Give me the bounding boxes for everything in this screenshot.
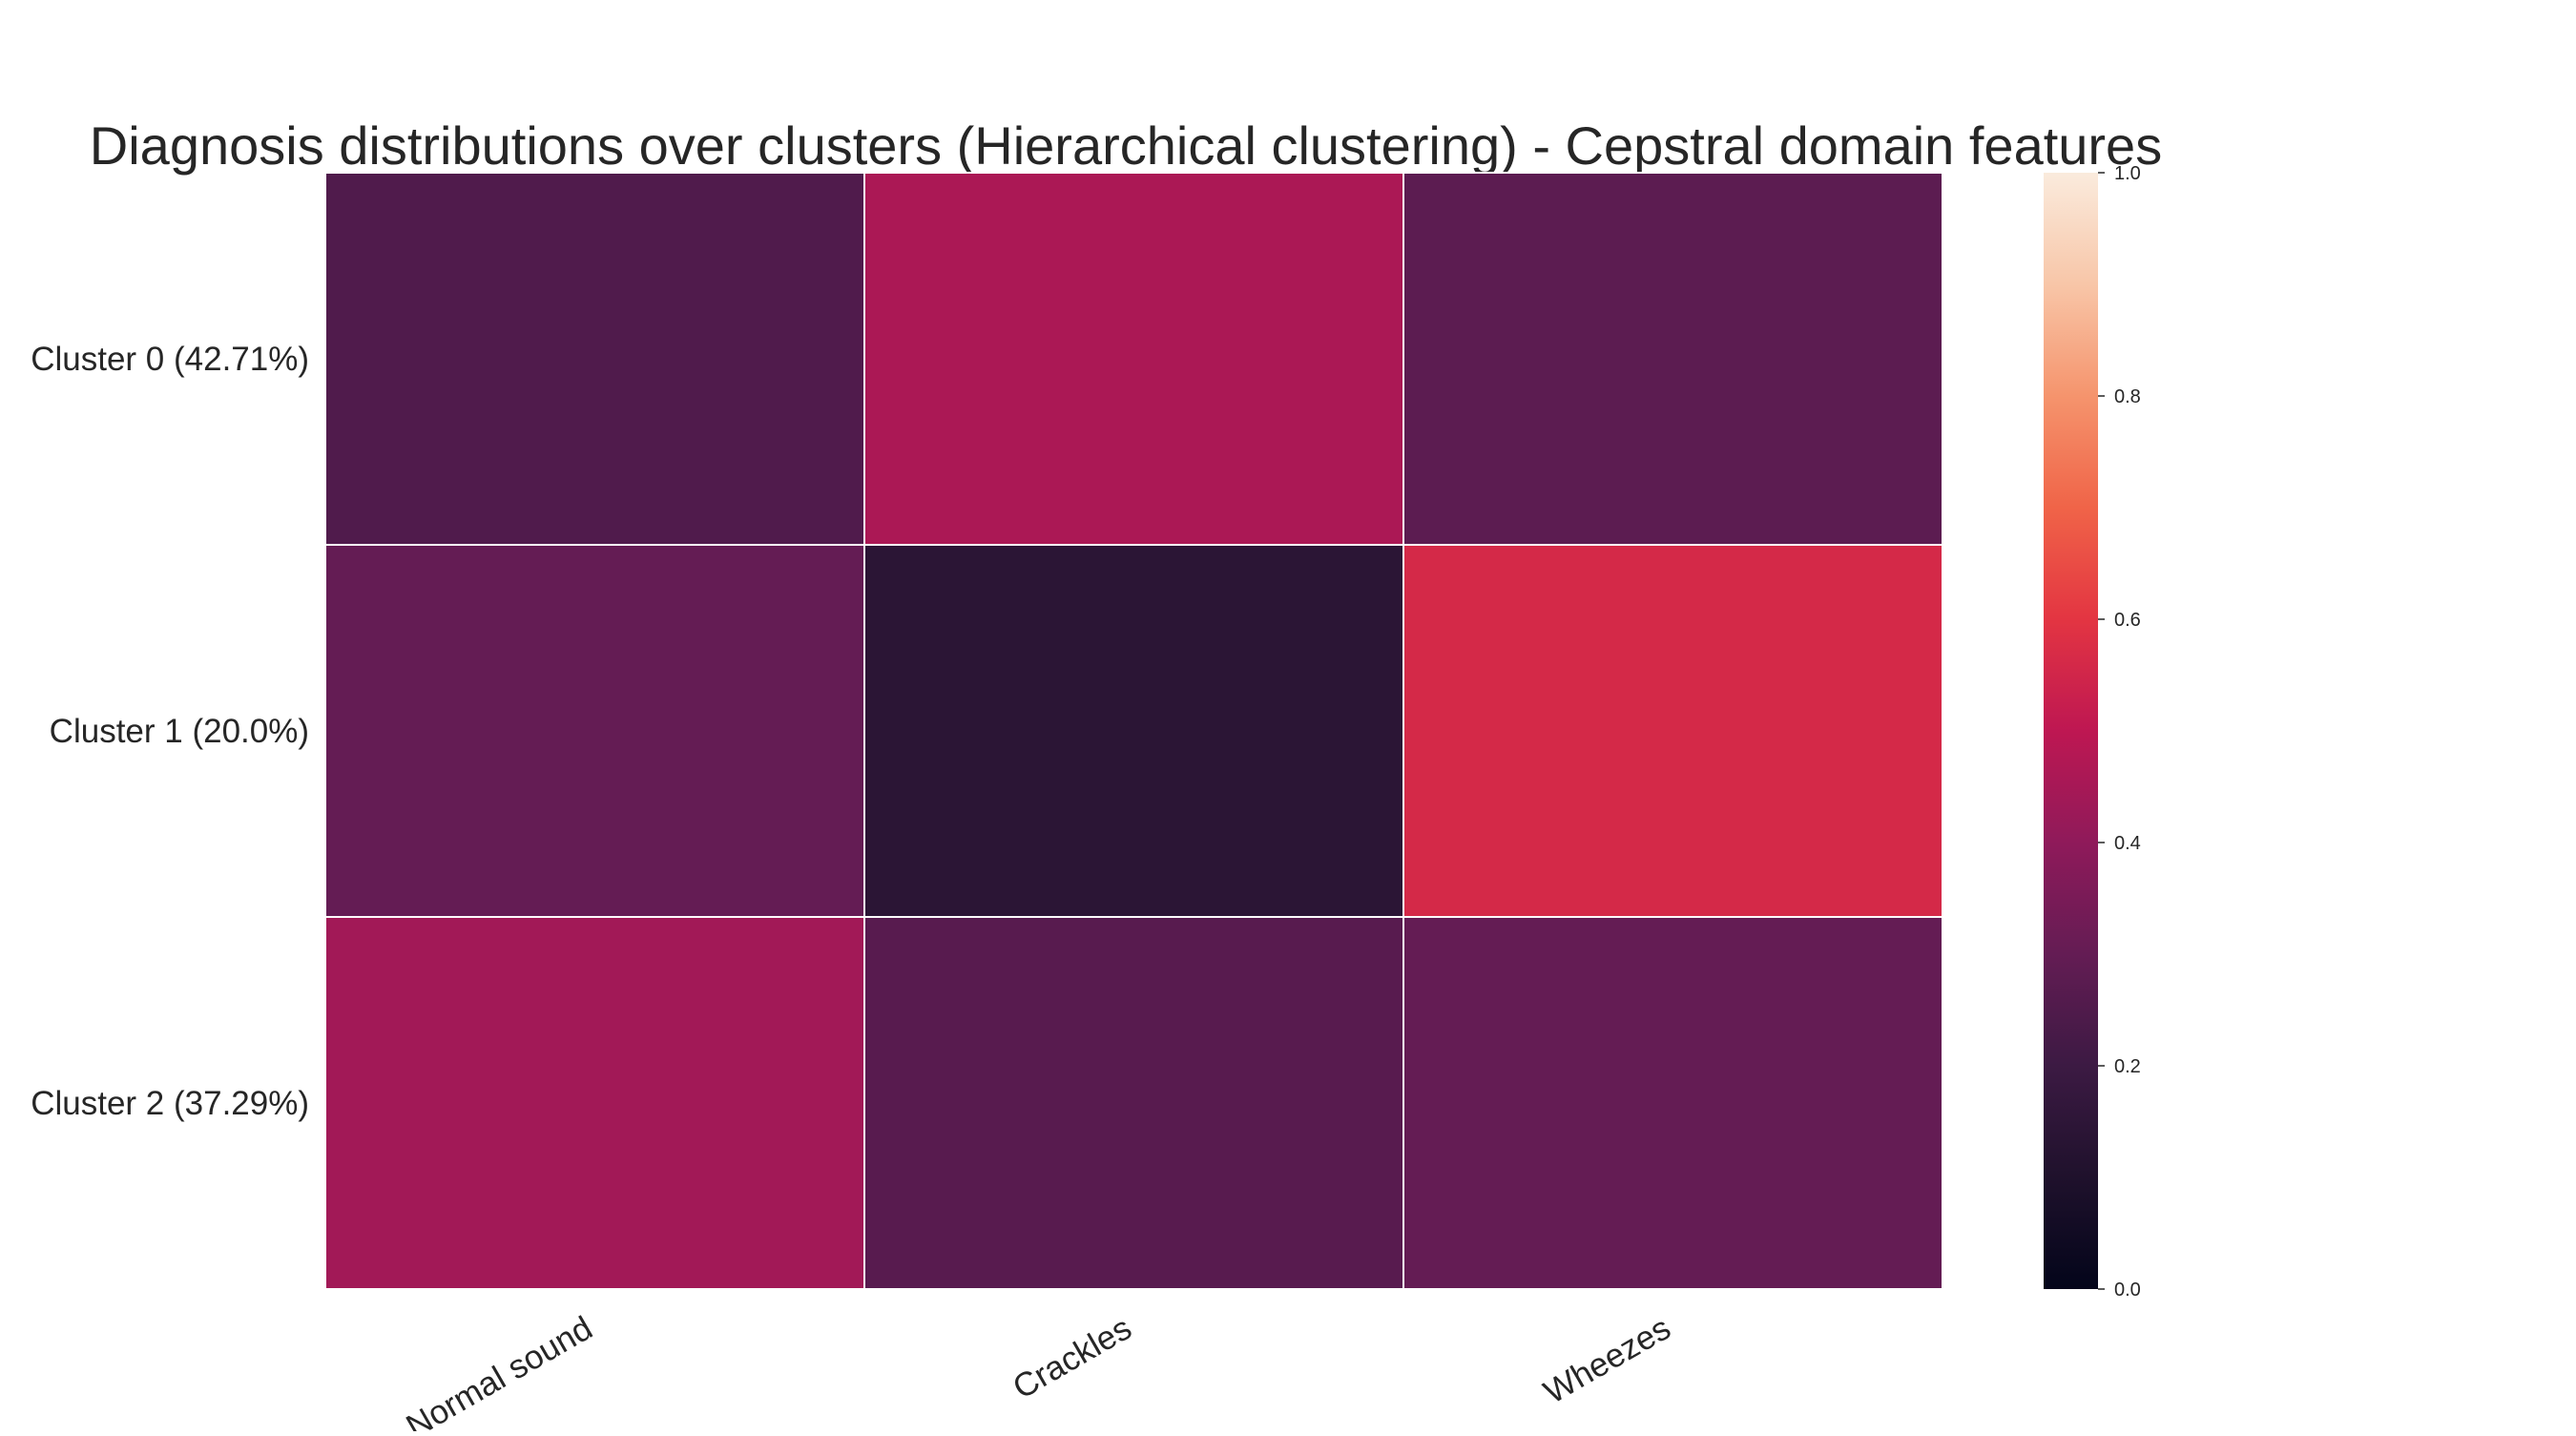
row-label-2: Cluster 2 (37.29%) bbox=[31, 1085, 309, 1122]
column-label-0: Normal sound bbox=[400, 1309, 598, 1431]
colorbar-tick-label-4: 0.8 bbox=[2114, 386, 2141, 407]
colorbar-tick-label-2: 0.4 bbox=[2114, 833, 2141, 854]
heatmap-cell-r2-c0 bbox=[324, 916, 865, 1290]
colorbar-tick-label-3: 0.6 bbox=[2114, 610, 2141, 631]
row-label-1: Cluster 1 (20.0%) bbox=[50, 713, 309, 750]
heatmap-cell-r1-c1 bbox=[863, 544, 1404, 918]
colorbar-tick-label-5: 1.0 bbox=[2114, 163, 2141, 184]
colorbar-gradient bbox=[2044, 173, 2098, 1289]
row-labels: Cluster 0 (42.71%) Cluster 1 (20.0%) Clust… bbox=[31, 341, 309, 1122]
colorbar-tick-label-1: 0.2 bbox=[2114, 1056, 2141, 1077]
heatmap-cell-r0-c0 bbox=[324, 172, 865, 546]
heatmap-cell-r0-c2 bbox=[1402, 172, 1943, 546]
colorbar bbox=[2044, 173, 2098, 1289]
chart-title: Diagnosis distributions over clusters (H… bbox=[90, 115, 2162, 176]
heatmap-cell-r2-c1 bbox=[863, 916, 1404, 1290]
column-label-2: Wheezes bbox=[1538, 1309, 1677, 1411]
heatmap-cell-r2-c2 bbox=[1402, 916, 1943, 1290]
colorbar-tick-label-0: 0.0 bbox=[2114, 1280, 2141, 1301]
heatmap-cell-r1-c2 bbox=[1402, 544, 1943, 918]
heatmap-cell-r1-c0 bbox=[324, 544, 865, 918]
heatmap-cell-r0-c1 bbox=[863, 172, 1404, 546]
column-labels: Normal sound Crackles Wheezes bbox=[400, 1309, 1677, 1436]
heatmap-cells bbox=[324, 172, 1943, 1290]
column-label-1: Crackles bbox=[1007, 1309, 1137, 1406]
row-label-0: Cluster 0 (42.71%) bbox=[31, 341, 309, 378]
colorbar-ticks: 0.0 0.2 0.4 0.6 0.8 1.0 bbox=[2098, 163, 2141, 1301]
